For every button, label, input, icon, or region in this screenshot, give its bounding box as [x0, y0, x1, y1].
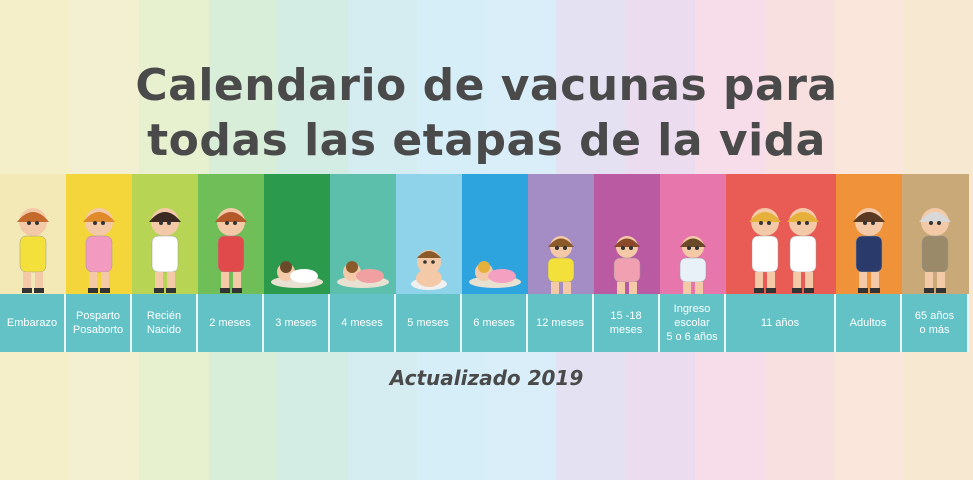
child-figure-icon — [749, 208, 819, 293]
stage-6-illustration — [330, 174, 396, 294]
stage-2-illustration — [66, 174, 132, 294]
child-figure-icon — [613, 236, 641, 294]
stage-label: Recién Nacido — [132, 294, 198, 352]
child-figure-icon — [149, 208, 181, 293]
stage-label: 2 meses — [198, 294, 264, 352]
stage-labels: Embarazo Posparto Posaborto Recién Nacido 2… — [0, 294, 973, 352]
child-figure-icon — [469, 261, 521, 288]
child-figure-icon — [271, 261, 323, 288]
stage-10-illustration — [594, 174, 660, 294]
stage-3-illustration — [132, 174, 198, 294]
stage-1-illustration — [0, 174, 66, 294]
child-figure-icon — [679, 236, 707, 294]
title-line-2: todas las etapas de la vida — [147, 115, 826, 166]
stage-14-illustration — [902, 174, 969, 294]
stage-9-illustration — [528, 174, 594, 294]
stage-illustrations — [0, 174, 973, 294]
stage-7-illustration — [396, 174, 462, 294]
stage-label: 11 años — [726, 294, 836, 352]
child-figure-icon — [17, 208, 49, 293]
updated-label: Actualizado 2019 — [389, 366, 584, 390]
stage-label: Adultos — [836, 294, 902, 352]
stage-4-illustration — [198, 174, 264, 294]
stage-label: Embarazo — [0, 294, 66, 352]
stage-label: 12 meses — [528, 294, 594, 352]
stage-label: 65 años o más — [902, 294, 969, 352]
child-figure-icon — [215, 208, 247, 293]
page-title: Calendario de vacunas para todas las eta… — [0, 58, 973, 168]
stage-label: 3 meses — [264, 294, 330, 352]
child-figure-icon — [853, 208, 885, 293]
child-figure-icon — [411, 250, 447, 290]
child-figure-icon — [83, 208, 115, 293]
stage-13-illustration — [836, 174, 902, 294]
stage-8-illustration — [462, 174, 528, 294]
stage-5-illustration — [264, 174, 330, 294]
stage-label: Ingreso escolar 5 o 6 años — [660, 294, 726, 352]
stage-label: 15 -18 meses — [594, 294, 660, 352]
child-figure-icon — [547, 236, 575, 294]
child-figure-icon — [919, 208, 951, 293]
child-figure-icon — [337, 261, 389, 288]
title-line-1: Calendario de vacunas para — [135, 60, 838, 111]
stage-11-illustration — [660, 174, 726, 294]
stage-label: 4 meses — [330, 294, 396, 352]
stage-12-illustration — [726, 174, 836, 294]
stage-label: Posparto Posaborto — [66, 294, 132, 352]
stage-label: 5 meses — [396, 294, 462, 352]
stage-label: 6 meses — [462, 294, 528, 352]
